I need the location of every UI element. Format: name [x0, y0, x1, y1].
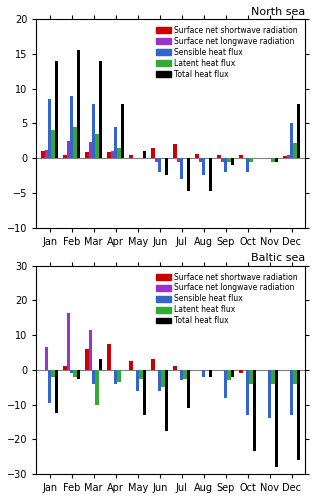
- Bar: [55, 370, 58, 413]
- Bar: [202, 370, 205, 377]
- Bar: [293, 143, 297, 158]
- Bar: [180, 370, 183, 380]
- Legend: Surface net shortwave radiation, Surface net longwave radiation, Sensible heat f: Surface net shortwave radiation, Surface…: [153, 270, 301, 328]
- Bar: [76, 50, 80, 158]
- Bar: [161, 370, 165, 387]
- Bar: [85, 349, 89, 370]
- Bar: [297, 370, 300, 460]
- Bar: [155, 158, 158, 162]
- Bar: [231, 158, 234, 165]
- Bar: [45, 348, 48, 370]
- Bar: [240, 156, 243, 158]
- Bar: [165, 370, 168, 430]
- Bar: [121, 104, 124, 158]
- Bar: [136, 370, 139, 390]
- Text: Baltic sea: Baltic sea: [251, 254, 305, 264]
- Bar: [180, 158, 183, 179]
- Bar: [45, 150, 48, 158]
- Bar: [111, 151, 114, 158]
- Bar: [85, 152, 89, 158]
- Legend: Surface net shortwave radiation, Surface net longwave radiation, Sensible heat f: Surface net shortwave radiation, Surface…: [153, 23, 301, 82]
- Bar: [130, 361, 133, 370]
- Bar: [173, 366, 177, 370]
- Bar: [143, 151, 146, 158]
- Bar: [70, 370, 73, 374]
- Bar: [95, 370, 99, 404]
- Bar: [195, 154, 199, 158]
- Bar: [231, 370, 234, 377]
- Bar: [187, 370, 190, 408]
- Bar: [187, 158, 190, 192]
- Bar: [51, 370, 55, 377]
- Bar: [173, 144, 177, 158]
- Bar: [89, 330, 92, 370]
- Bar: [271, 158, 275, 162]
- Bar: [275, 370, 278, 467]
- Bar: [64, 366, 67, 370]
- Bar: [224, 370, 227, 398]
- Bar: [165, 158, 168, 176]
- Bar: [252, 370, 256, 452]
- Bar: [64, 154, 67, 158]
- Bar: [99, 61, 102, 158]
- Bar: [107, 152, 111, 158]
- Bar: [246, 370, 249, 415]
- Bar: [217, 154, 221, 158]
- Bar: [240, 370, 243, 374]
- Bar: [271, 370, 275, 384]
- Bar: [293, 370, 297, 384]
- Bar: [89, 142, 92, 158]
- Bar: [297, 104, 300, 158]
- Bar: [151, 360, 155, 370]
- Bar: [209, 158, 212, 192]
- Bar: [151, 148, 155, 158]
- Bar: [41, 151, 45, 158]
- Bar: [92, 104, 95, 158]
- Bar: [202, 158, 205, 176]
- Bar: [158, 158, 161, 172]
- Bar: [117, 148, 121, 158]
- Bar: [67, 140, 70, 158]
- Bar: [183, 370, 187, 378]
- Bar: [290, 124, 293, 158]
- Bar: [67, 312, 70, 370]
- Bar: [268, 370, 271, 418]
- Bar: [227, 370, 231, 380]
- Bar: [158, 370, 161, 390]
- Bar: [221, 158, 224, 162]
- Bar: [95, 134, 99, 158]
- Bar: [70, 96, 73, 158]
- Bar: [287, 154, 290, 158]
- Bar: [76, 370, 80, 378]
- Bar: [107, 344, 111, 370]
- Bar: [227, 158, 231, 162]
- Bar: [249, 158, 252, 162]
- Bar: [143, 370, 146, 415]
- Bar: [177, 158, 180, 162]
- Bar: [92, 370, 95, 384]
- Bar: [199, 158, 202, 162]
- Text: North sea: North sea: [251, 7, 305, 17]
- Bar: [224, 158, 227, 172]
- Bar: [283, 156, 287, 158]
- Bar: [130, 154, 133, 158]
- Bar: [290, 370, 293, 415]
- Bar: [73, 370, 76, 377]
- Bar: [246, 158, 249, 172]
- Bar: [48, 99, 51, 158]
- Bar: [51, 130, 55, 158]
- Bar: [249, 370, 252, 384]
- Bar: [117, 370, 121, 382]
- Bar: [139, 370, 143, 378]
- Bar: [275, 158, 278, 162]
- Bar: [99, 360, 102, 370]
- Bar: [73, 127, 76, 158]
- Bar: [114, 370, 117, 384]
- Bar: [209, 370, 212, 377]
- Bar: [48, 370, 51, 403]
- Bar: [114, 127, 117, 158]
- Bar: [55, 61, 58, 158]
